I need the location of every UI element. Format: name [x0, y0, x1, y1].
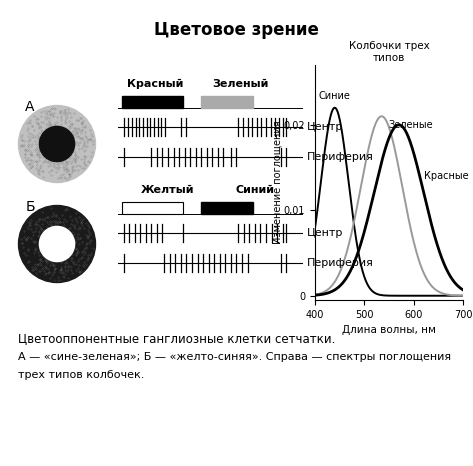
Text: А: А [25, 100, 35, 114]
Text: Синий: Синий [236, 185, 274, 195]
Text: Красный: Красный [127, 79, 183, 89]
Text: А — «сине-зеленая»; Б — «желто-синяя». Справа — спектры поглощения: А — «сине-зеленая»; Б — «желто-синяя». С… [18, 352, 451, 362]
Bar [122, 202, 183, 214]
Circle shape [39, 226, 75, 261]
X-axis label: Длина волны, нм: Длина волны, нм [342, 325, 436, 336]
Text: Периферия: Периферия [307, 258, 374, 268]
Bar [201, 96, 253, 108]
Text: Синие: Синие [319, 91, 350, 101]
Circle shape [18, 206, 96, 282]
Text: Периферия: Периферия [307, 152, 374, 162]
Text: Центр: Центр [307, 122, 343, 132]
Bar [122, 96, 183, 108]
Text: Цветовое зрение: Цветовое зрение [154, 21, 319, 39]
Text: Б: Б [25, 200, 35, 214]
Text: Желтый: Желтый [141, 185, 195, 195]
Text: Зеленые: Зеленые [388, 120, 433, 130]
Text: Зеленый: Зеленый [212, 79, 268, 89]
Text: трех типов колбочек.: трех типов колбочек. [18, 370, 144, 380]
Text: Центр: Центр [307, 228, 343, 238]
Circle shape [39, 126, 75, 162]
Text: Цветооппонентные ганглиозные клетки сетчатки.: Цветооппонентные ганглиозные клетки сетч… [18, 332, 335, 345]
Bar [201, 202, 253, 214]
Y-axis label: Изменение поглощения: Изменение поглощения [272, 121, 282, 244]
Text: Красные: Красные [423, 171, 468, 181]
Title: Колбочки трех
типов: Колбочки трех типов [349, 41, 429, 63]
Circle shape [18, 105, 96, 183]
